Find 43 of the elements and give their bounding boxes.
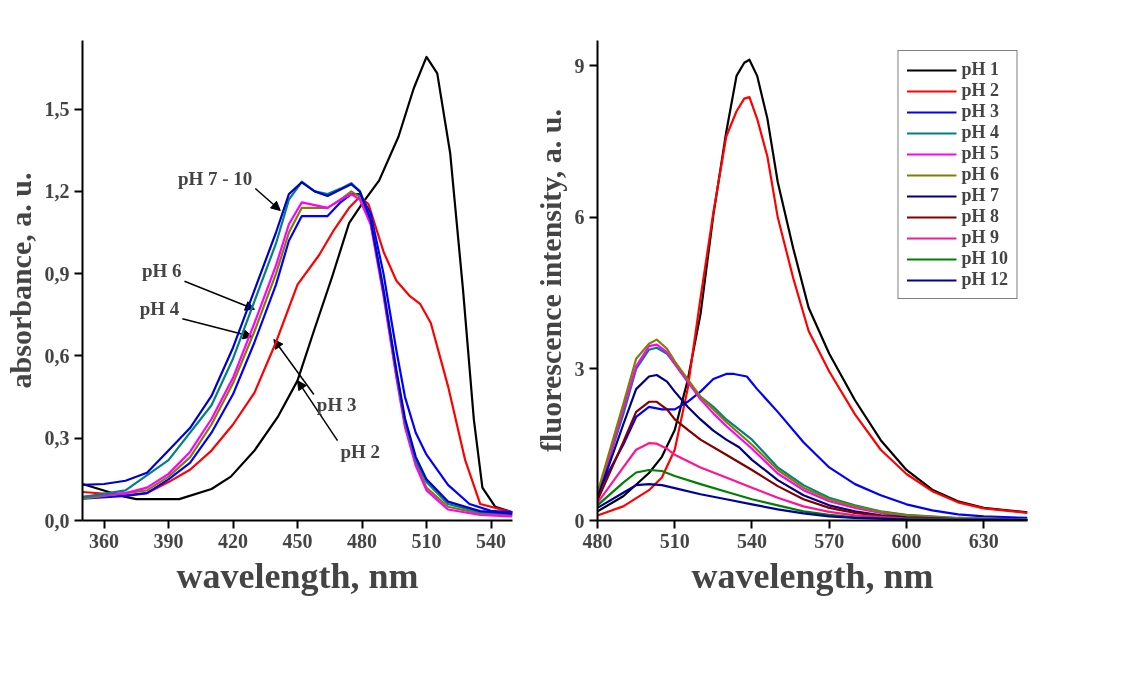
annotation: pH 4 (139, 297, 180, 319)
x-tick-label: 420 (218, 529, 248, 552)
x-tick-label: 570 (814, 529, 845, 552)
x-axis-title: wavelength, nm (176, 555, 419, 596)
y-tick-label: 0,9 (44, 262, 70, 285)
x-tick-label: 450 (282, 529, 313, 552)
legend-label: pH 8 (961, 206, 999, 227)
y-tick-label: 9 (574, 54, 585, 77)
y-tick-label: 0,6 (44, 344, 70, 367)
annotation: pH 7 - 10 (177, 167, 253, 189)
x-tick-label: 630 (968, 529, 999, 552)
legend-label: pH 2 (961, 80, 999, 101)
y-axis-title: absorbance, a. u. (3, 172, 37, 389)
legend-label: pH 1 (961, 59, 999, 80)
x-tick-label: 540 (736, 529, 767, 552)
legend-label: pH 10 (961, 248, 1008, 269)
y-tick-label: 1,5 (44, 98, 70, 121)
y-tick-label: 3 (574, 357, 585, 380)
y-tick-label: 0,0 (44, 509, 70, 532)
x-tick-label: 390 (153, 529, 184, 552)
y-tick-label: 0 (574, 509, 585, 532)
x-tick-label: 600 (891, 529, 922, 552)
x-axis-title: wavelength, nm (691, 555, 934, 596)
y-tick-label: 1,2 (44, 180, 70, 203)
annotation: pH 3 (316, 394, 357, 416)
x-tick-label: 510 (659, 529, 690, 552)
y-tick-label: 0,3 (44, 427, 70, 450)
x-tick-label: 540 (476, 529, 506, 552)
legend-label: pH 4 (961, 122, 999, 143)
legend-label: pH 7 (961, 185, 999, 206)
legend-label: pH 6 (961, 164, 999, 185)
x-tick-label: 510 (411, 529, 442, 552)
y-axis-title: fluorescence intensity, a. u. (533, 109, 567, 452)
annotation: pH 6 (141, 260, 182, 282)
legend-label: pH 3 (961, 101, 999, 122)
legend-label: pH 9 (961, 227, 999, 248)
legend-label: pH 5 (961, 143, 999, 164)
y-tick-label: 6 (574, 206, 585, 229)
legend-label: pH 12 (961, 269, 1008, 290)
x-tick-label: 480 (347, 529, 377, 552)
annotation: pH 2 (340, 440, 381, 462)
x-tick-label: 480 (582, 529, 613, 552)
x-tick-label: 360 (89, 529, 119, 552)
